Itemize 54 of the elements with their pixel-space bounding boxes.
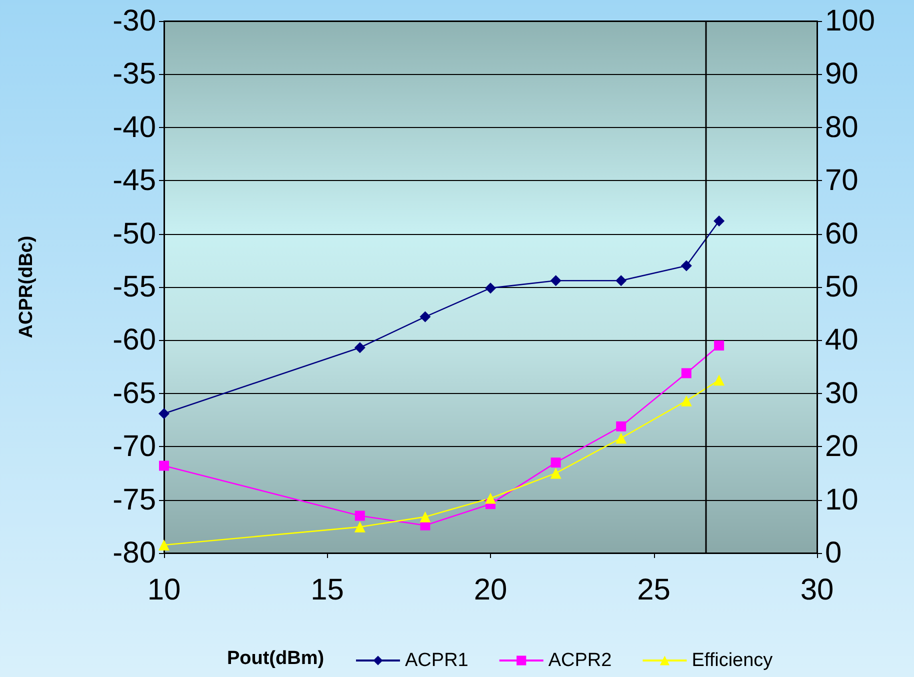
x-tick-label: 20 xyxy=(474,574,508,606)
y-tick-label: -75 xyxy=(112,483,156,516)
point xyxy=(714,216,725,227)
point xyxy=(714,340,724,351)
y-tick-label: -40 xyxy=(112,110,156,144)
y-tick-label: -35 xyxy=(112,58,156,91)
y2-tick-label: 60 xyxy=(825,217,858,250)
point xyxy=(159,460,169,471)
x-tick-label: 10 xyxy=(147,574,181,606)
point xyxy=(485,492,496,504)
point xyxy=(550,275,562,286)
y-tick-label: -60 xyxy=(112,324,156,357)
point xyxy=(158,408,170,420)
y-tick-label: -50 xyxy=(112,217,156,250)
point xyxy=(616,421,626,432)
y2-tick-label: 10 xyxy=(825,483,858,516)
point xyxy=(680,260,692,272)
point xyxy=(420,311,431,322)
y2-tick-label: 80 xyxy=(825,110,858,144)
point xyxy=(550,458,561,468)
point xyxy=(354,521,366,532)
point xyxy=(485,282,496,294)
point xyxy=(616,275,627,286)
x-tick-label: 25 xyxy=(637,574,670,606)
point xyxy=(681,368,692,378)
y-tick-label: -65 xyxy=(112,376,156,410)
y2-tick-label: 90 xyxy=(825,58,858,91)
y2-tick-label: 40 xyxy=(825,324,858,357)
y-tick-label: -70 xyxy=(112,430,156,464)
y2-tick-label: 20 xyxy=(825,430,858,464)
y2-tick-label: 100 xyxy=(825,4,876,38)
y-tick-label: -45 xyxy=(112,164,156,198)
point xyxy=(714,374,725,386)
y-tick-label: -30 xyxy=(112,4,156,38)
point xyxy=(550,468,562,479)
y-tick-label: -55 xyxy=(112,270,156,304)
legend-label: ACPR1 xyxy=(405,650,468,671)
legend-label: ACPR2 xyxy=(548,650,612,671)
point xyxy=(420,511,431,522)
point xyxy=(354,510,365,521)
x-tick-label: 15 xyxy=(310,574,344,606)
x-tick-label: 30 xyxy=(800,574,834,606)
point xyxy=(616,432,627,444)
point xyxy=(354,342,366,354)
y2-tick-label: 30 xyxy=(825,376,858,410)
x-axis-title: Pout(dBm) xyxy=(226,648,324,669)
y2-tick-label: 0 xyxy=(825,536,842,570)
y2-tick-label: 70 xyxy=(825,164,858,198)
y-tick-label: -80 xyxy=(112,536,156,570)
point xyxy=(158,540,170,551)
legend-label: Efficiency xyxy=(692,650,774,671)
y2-tick-label: 50 xyxy=(825,270,858,304)
y-axis-title: ACPR(dBc) xyxy=(16,236,37,338)
point xyxy=(680,395,692,406)
